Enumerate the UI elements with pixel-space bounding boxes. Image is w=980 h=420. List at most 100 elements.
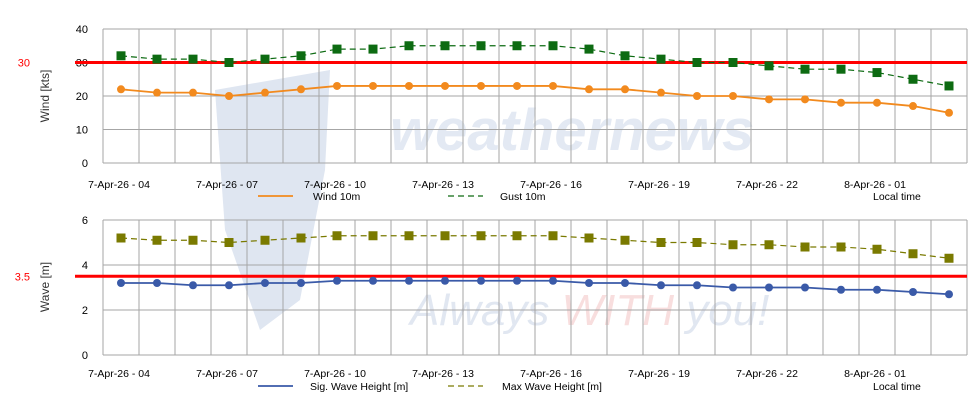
data-point-max bbox=[476, 231, 486, 241]
x-tick-label: 8-Apr-26 - 01 bbox=[844, 368, 906, 380]
data-point-max bbox=[116, 233, 126, 243]
data-point-max bbox=[548, 231, 558, 241]
data-point-sig bbox=[549, 276, 557, 285]
data-point-gust bbox=[368, 44, 378, 54]
data-point-wind bbox=[513, 81, 521, 90]
data-point-sig bbox=[837, 285, 845, 294]
data-point-wind bbox=[333, 81, 341, 90]
data-point-gust bbox=[296, 51, 306, 61]
data-point-max bbox=[512, 231, 522, 241]
data-point-max bbox=[332, 231, 342, 241]
data-point-wind bbox=[117, 85, 125, 94]
data-point-max bbox=[152, 235, 162, 245]
y-tick-label: 4 bbox=[82, 260, 88, 272]
data-point-gust bbox=[620, 51, 630, 61]
watermark-logo-text: weathernews bbox=[390, 98, 754, 163]
data-point-gust bbox=[224, 58, 234, 67]
data-point-gust bbox=[440, 41, 450, 51]
data-point-max bbox=[224, 238, 234, 247]
data-point-wind bbox=[837, 98, 845, 107]
x-tick-label: 7-Apr-26 - 10 bbox=[304, 179, 366, 191]
data-point-gust bbox=[548, 41, 558, 51]
data-point-sig bbox=[909, 288, 917, 296]
x-tick-label: 7-Apr-26 - 19 bbox=[628, 179, 690, 191]
data-point-max bbox=[440, 231, 450, 241]
data-point-max bbox=[656, 238, 666, 247]
x-tick-label: 7-Apr-26 - 22 bbox=[736, 179, 798, 191]
data-point-sig bbox=[333, 276, 341, 285]
data-point-sig bbox=[441, 276, 449, 285]
data-point-sig bbox=[477, 276, 485, 285]
data-point-gust bbox=[764, 61, 774, 71]
x-tick-label: 7-Apr-26 - 04 bbox=[88, 368, 150, 380]
data-point-max bbox=[764, 240, 774, 250]
y-axis-title: Wind [kts] bbox=[38, 70, 52, 123]
data-point-sig bbox=[225, 281, 233, 290]
data-point-max bbox=[872, 244, 882, 254]
x-axis-title: Local time bbox=[873, 381, 921, 393]
x-tick-label: 7-Apr-26 - 19 bbox=[628, 368, 690, 380]
data-point-wind bbox=[621, 85, 629, 94]
data-point-max bbox=[368, 231, 378, 241]
data-point-wind bbox=[369, 81, 377, 90]
y-tick-label: 40 bbox=[76, 24, 88, 36]
data-point-wind bbox=[801, 95, 809, 104]
data-point-max bbox=[620, 235, 630, 245]
data-point-sig bbox=[369, 276, 377, 285]
series-line-max bbox=[120, 235, 950, 259]
data-point-sig bbox=[153, 279, 161, 287]
y-tick-label: 10 bbox=[76, 125, 88, 137]
x-tick-label: 7-Apr-26 - 07 bbox=[196, 368, 258, 380]
data-point-wind bbox=[225, 92, 233, 100]
x-tick-label: 8-Apr-26 - 01 bbox=[844, 179, 906, 191]
data-point-wind bbox=[585, 85, 593, 94]
legend-label-max: Max Wave Height [m] bbox=[502, 381, 602, 393]
data-point-wind bbox=[945, 108, 953, 117]
data-point-gust bbox=[152, 54, 162, 64]
x-tick-label: 7-Apr-26 - 13 bbox=[412, 179, 474, 191]
data-point-wind bbox=[189, 88, 197, 97]
data-point-sig bbox=[801, 283, 809, 292]
threshold-label: 3.5 bbox=[15, 271, 30, 283]
legend-label-sig: Sig. Wave Height [m] bbox=[310, 381, 408, 393]
series-line-gust bbox=[120, 45, 950, 87]
data-point-wind bbox=[261, 88, 269, 97]
x-tick-label: 7-Apr-26 - 22 bbox=[736, 368, 798, 380]
data-point-sig bbox=[765, 283, 773, 292]
y-axis-title: Wave [m] bbox=[38, 262, 52, 312]
data-point-sig bbox=[657, 281, 665, 290]
threshold-label: 30 bbox=[18, 58, 30, 70]
data-point-max bbox=[404, 231, 414, 241]
data-point-wind bbox=[549, 81, 557, 90]
data-point-max bbox=[692, 238, 702, 247]
y-tick-label: 2 bbox=[82, 305, 88, 317]
data-point-max bbox=[188, 235, 198, 245]
data-point-sig bbox=[189, 281, 197, 290]
data-point-gust bbox=[944, 81, 954, 91]
data-point-sig bbox=[729, 283, 737, 292]
y-tick-label: 0 bbox=[82, 158, 88, 170]
series-line-sig bbox=[121, 279, 950, 296]
data-point-gust bbox=[908, 74, 918, 84]
data-point-gust bbox=[656, 54, 666, 64]
data-point-gust bbox=[836, 64, 846, 74]
data-point-max bbox=[908, 249, 918, 259]
data-point-wind bbox=[657, 88, 665, 97]
data-point-sig bbox=[405, 276, 413, 285]
data-point-sig bbox=[873, 285, 881, 294]
data-point-gust bbox=[512, 41, 522, 51]
y-tick-label: 0 bbox=[82, 350, 88, 362]
data-point-wind bbox=[153, 88, 161, 97]
data-point-wind bbox=[477, 81, 485, 90]
data-point-gust bbox=[332, 44, 342, 54]
data-point-max bbox=[260, 235, 270, 245]
data-point-wind bbox=[441, 81, 449, 90]
data-point-wind bbox=[909, 102, 917, 111]
data-point-sig bbox=[945, 290, 953, 299]
legend-label-gust: Gust 10m bbox=[500, 191, 546, 203]
data-point-gust bbox=[584, 44, 594, 54]
x-tick-label: 7-Apr-26 - 16 bbox=[520, 368, 582, 380]
data-point-wind bbox=[873, 98, 881, 107]
